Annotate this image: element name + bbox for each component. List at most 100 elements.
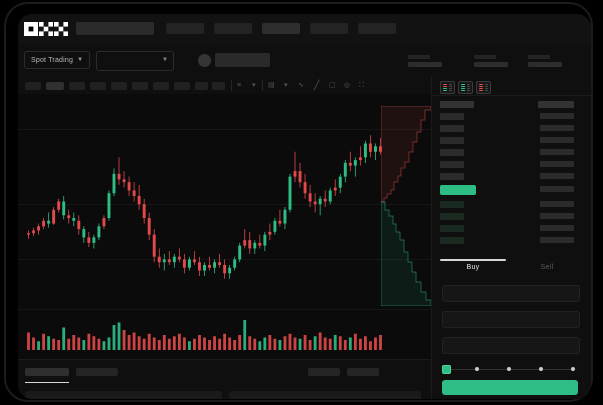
trading-mode-label: Spot Trading: [31, 56, 74, 64]
indicators-icon[interactable]: ≡: [237, 82, 242, 89]
active-tab-underline: [25, 382, 69, 383]
tab-buy[interactable]: Buy: [466, 264, 480, 271]
chart-type-dropdown-icon[interactable]: ▾: [284, 82, 288, 89]
interval-button-5[interactable]: [111, 82, 127, 90]
price-chart-area[interactable]: [18, 94, 431, 359]
orderbook-ask-row[interactable]: [440, 137, 464, 144]
orderbook-bid-row[interactable]: [440, 237, 464, 244]
market-ticker-bar: Spot Trading ▼ ▼: [18, 44, 591, 77]
ticker-stat-label: [528, 55, 550, 59]
nav-item-2[interactable]: [214, 23, 252, 34]
orderbook-ask-amount: [540, 161, 574, 167]
nav-item-3[interactable]: [262, 23, 300, 34]
orderbook-view-bids-icon[interactable]: [458, 81, 473, 94]
orderbook-header: [432, 77, 591, 96]
orderbook-col-header-amount: [538, 101, 574, 108]
chevron-down-icon: ▼: [162, 57, 168, 63]
order-field-3[interactable]: [442, 337, 580, 354]
ticker-stat-label: [474, 55, 496, 59]
orders-action-1[interactable]: [308, 368, 340, 376]
order-field-1[interactable]: [442, 285, 580, 302]
ticker-stat-1: [408, 55, 442, 67]
interval-button-6[interactable]: [132, 82, 148, 90]
interval-button-8[interactable]: [174, 82, 190, 90]
orders-panel-left[interactable]: [25, 391, 222, 399]
interval-button-1[interactable]: [25, 82, 41, 90]
chevron-down-icon: ▼: [77, 57, 84, 63]
trading-pair-selector[interactable]: ▼: [96, 51, 174, 71]
orderbook-last-price: [440, 185, 476, 195]
orderbook-ask-amount: [540, 113, 574, 119]
orderbook-ask-row[interactable]: [440, 173, 464, 180]
orderbook-ask-row[interactable]: [440, 161, 464, 168]
ticker-stat-2: [474, 55, 508, 67]
interval-button-7[interactable]: [153, 82, 169, 90]
interval-button-4[interactable]: [90, 82, 106, 90]
amount-percentage-slider[interactable]: [442, 365, 578, 374]
order-field-2[interactable]: [442, 311, 580, 328]
orderbook-ask-row[interactable]: [440, 125, 464, 132]
fullscreen-icon[interactable]: ⛶: [359, 82, 364, 89]
indicators-dropdown-icon[interactable]: ▾: [252, 82, 256, 89]
orderbook-view-asks-icon[interactable]: [476, 81, 491, 94]
orderbook-bid-amount: [540, 237, 574, 243]
orderbook-and-order-form: Buy Sell: [431, 77, 591, 399]
global-search-input[interactable]: [76, 22, 154, 35]
chart-type-icon[interactable]: ▤: [268, 82, 275, 89]
line-tool-icon[interactable]: ∿: [298, 82, 304, 89]
orderbook-ask-row[interactable]: [440, 149, 464, 156]
interval-button-3[interactable]: [69, 82, 85, 90]
toolbar-divider: [262, 80, 263, 91]
interval-button-2[interactable]: [46, 82, 64, 90]
orderbook-col-header-price: [440, 101, 474, 108]
chart-gridline: [18, 309, 431, 310]
active-tab-underline: [440, 259, 506, 261]
slider-stop-50[interactable]: [507, 367, 511, 371]
orderbook-last-price-amount: [540, 186, 574, 192]
orderbook-bid-row[interactable]: [440, 225, 464, 232]
orders-panel-right[interactable]: [229, 391, 421, 399]
orderbook-ask-amount: [540, 173, 574, 179]
candlestick-series: [27, 135, 382, 279]
ticker-stat-3: [528, 55, 562, 67]
nav-item-4[interactable]: [310, 23, 348, 34]
interval-button-10[interactable]: [212, 82, 225, 90]
orderbook-bid-row[interactable]: [440, 213, 464, 220]
orders-tab-2[interactable]: [76, 368, 118, 376]
ticker-stat-label: [408, 55, 430, 59]
tab-sell[interactable]: Sell: [540, 264, 554, 271]
slider-stop-75[interactable]: [539, 367, 543, 371]
orders-tab-1[interactable]: [25, 368, 69, 376]
orderbook-bid-row[interactable]: [440, 201, 464, 208]
nav-item-1[interactable]: [166, 23, 204, 34]
device-bezel: Spot Trading ▼ ▼: [6, 4, 591, 400]
trading-mode-selector[interactable]: Spot Trading ▼: [24, 51, 91, 69]
ticker-stat-value: [408, 62, 442, 67]
slider-stop-25[interactable]: [475, 367, 479, 371]
coin-avatar: [198, 54, 211, 67]
settings-icon[interactable]: ◎: [344, 82, 351, 89]
orderbook-bid-amount: [540, 225, 574, 231]
order-form-tabs: Buy Sell: [432, 259, 591, 279]
chart-gridline: [18, 204, 431, 205]
chart-gridline: [18, 129, 431, 130]
orderbook-ask-amount: [540, 149, 574, 155]
market-depth-overlay: [381, 106, 431, 306]
brush-tool-icon[interactable]: ╱: [314, 80, 320, 90]
app-screen: Spot Trading ▼ ▼: [18, 14, 591, 399]
last-price-display: [215, 53, 270, 67]
orderbook-bid-amount: [540, 213, 574, 219]
orderbook-ask-row[interactable]: [440, 113, 464, 120]
slider-handle[interactable]: [442, 365, 451, 374]
place-buy-order-button[interactable]: [442, 380, 578, 395]
okx-logo[interactable]: [24, 22, 68, 36]
slider-stop-100[interactable]: [571, 367, 575, 371]
orderbook-ask-amount: [540, 125, 574, 131]
camera-icon[interactable]: ▢: [329, 82, 336, 89]
nav-item-5[interactable]: [358, 23, 396, 34]
orderbook-ask-amount: [540, 137, 574, 143]
interval-button-9[interactable]: [195, 82, 208, 90]
orderbook-view-both-icon[interactable]: [440, 81, 455, 94]
orders-action-2[interactable]: [347, 368, 379, 376]
